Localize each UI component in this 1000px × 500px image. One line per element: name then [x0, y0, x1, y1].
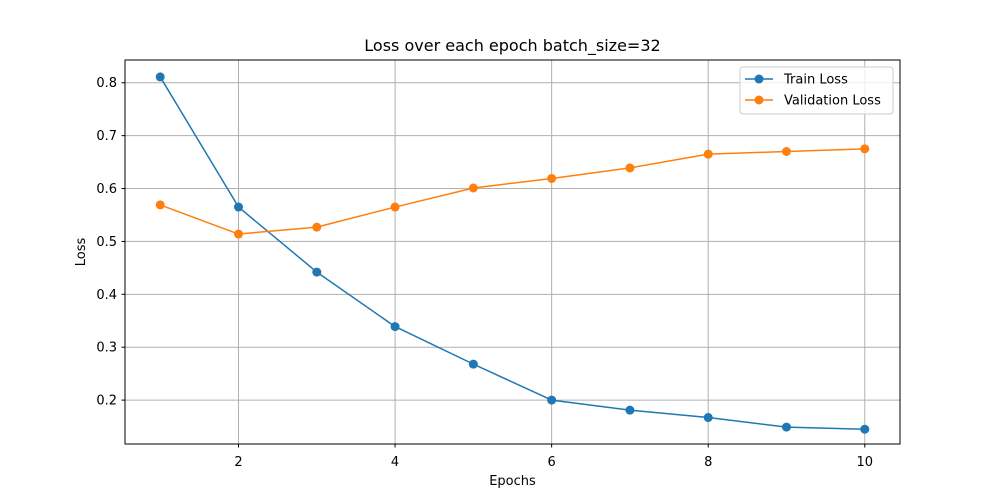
- legend: Train Loss Validation Loss: [739, 66, 894, 115]
- validation-loss-point: [703, 149, 713, 159]
- validation-loss-point: [860, 144, 870, 154]
- y-tick-label: 0.2: [96, 394, 117, 409]
- validation-loss-point: [155, 200, 165, 210]
- train-loss-point: [390, 322, 400, 332]
- train-loss-point: [703, 413, 713, 423]
- legend-train-label: Train Loss: [783, 73, 848, 88]
- train-loss-point: [547, 395, 557, 405]
- x-tick-label: 4: [391, 455, 399, 470]
- train-loss-point: [625, 405, 635, 415]
- train-loss-point: [781, 422, 791, 432]
- validation-loss-point: [468, 183, 478, 193]
- legend-validation-label: Validation Loss: [784, 94, 881, 109]
- legend-box: [739, 66, 894, 115]
- series-layer: [155, 72, 870, 434]
- train-loss-point: [860, 424, 870, 434]
- y-axis-label: Loss: [74, 238, 89, 267]
- validation-loss-point: [781, 147, 791, 157]
- validation-loss-line: [159, 148, 865, 235]
- y-tick-label: 0.4: [96, 288, 117, 303]
- x-tick-label: 10: [856, 455, 873, 470]
- y-tick-label: 0.8: [96, 76, 117, 91]
- grid-lines: [125, 60, 900, 444]
- y-tick-label: 0.5: [96, 235, 117, 250]
- validation-loss-point: [625, 163, 635, 173]
- x-axis-ticks: 2 4 6 8 10: [234, 444, 873, 470]
- train-loss-point: [155, 72, 165, 82]
- x-tick-label: 6: [548, 455, 556, 470]
- validation-loss-point: [234, 229, 244, 239]
- y-tick-label: 0.6: [96, 182, 117, 197]
- chart-title: Loss over each epoch batch_size=32: [364, 36, 660, 56]
- legend-train-marker: [754, 74, 764, 84]
- validation-loss-point: [547, 173, 557, 183]
- y-tick-label: 0.3: [96, 341, 117, 356]
- legend-validation-marker: [754, 95, 764, 105]
- x-tick-label: 8: [704, 455, 712, 470]
- validation-loss-point: [390, 202, 400, 212]
- train-loss-point: [312, 267, 322, 277]
- y-axis-ticks: 0.2 0.3 0.4 0.5 0.6 0.7 0.8: [96, 76, 125, 409]
- x-axis-label: Epochs: [489, 474, 536, 489]
- train-loss-line: [159, 76, 865, 430]
- x-tick-label: 2: [234, 455, 242, 470]
- train-loss-point: [234, 202, 244, 212]
- y-tick-label: 0.7: [96, 129, 117, 144]
- plot-frame: [124, 59, 901, 445]
- train-loss-point: [468, 359, 478, 369]
- validation-loss-point: [312, 222, 322, 232]
